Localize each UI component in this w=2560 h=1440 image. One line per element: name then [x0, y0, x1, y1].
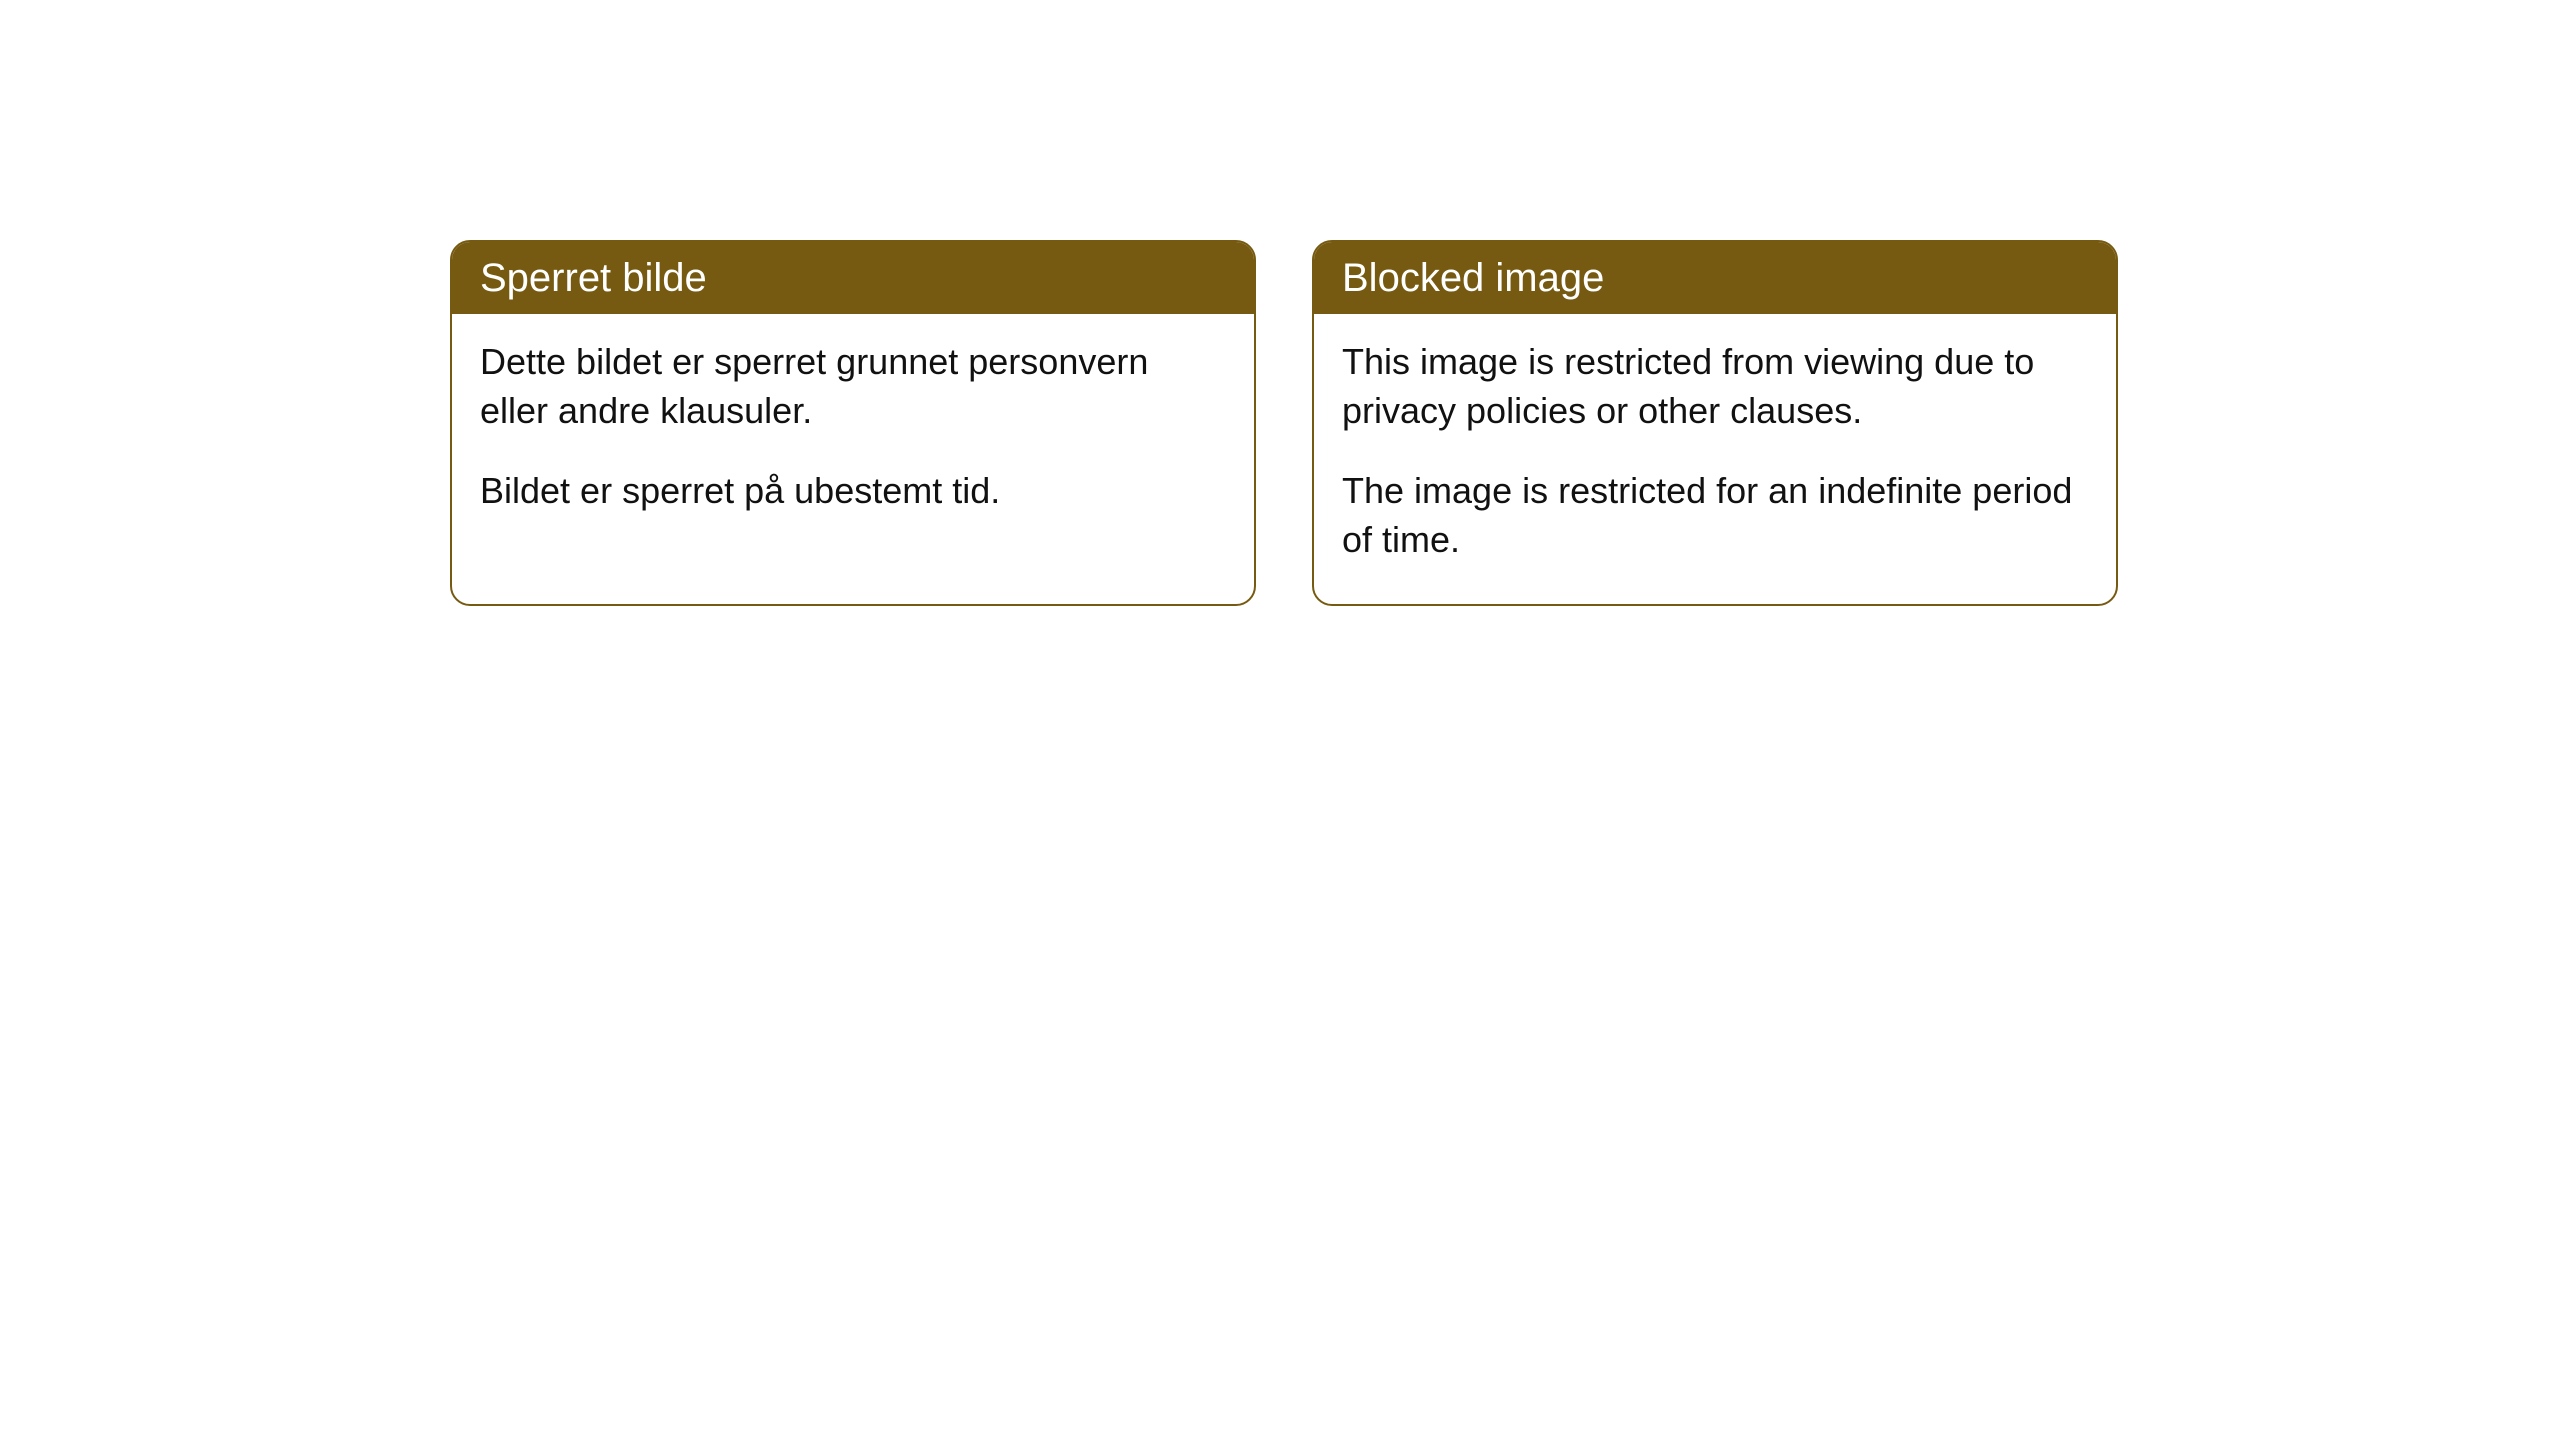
- card-body-no: Dette bildet er sperret grunnet personve…: [452, 314, 1254, 556]
- card-header-no: Sperret bilde: [452, 242, 1254, 314]
- card-paragraph-1-en: This image is restricted from viewing du…: [1342, 338, 2088, 435]
- card-paragraph-2-no: Bildet er sperret på ubestemt tid.: [480, 467, 1226, 516]
- blocked-image-card-no: Sperret bilde Dette bildet er sperret gr…: [450, 240, 1256, 606]
- cards-container: Sperret bilde Dette bildet er sperret gr…: [450, 240, 2118, 606]
- card-title-no: Sperret bilde: [480, 256, 707, 300]
- card-paragraph-2-en: The image is restricted for an indefinit…: [1342, 467, 2088, 564]
- blocked-image-card-en: Blocked image This image is restricted f…: [1312, 240, 2118, 606]
- card-header-en: Blocked image: [1314, 242, 2116, 314]
- card-body-en: This image is restricted from viewing du…: [1314, 314, 2116, 604]
- card-paragraph-1-no: Dette bildet er sperret grunnet personve…: [480, 338, 1226, 435]
- card-title-en: Blocked image: [1342, 256, 1604, 300]
